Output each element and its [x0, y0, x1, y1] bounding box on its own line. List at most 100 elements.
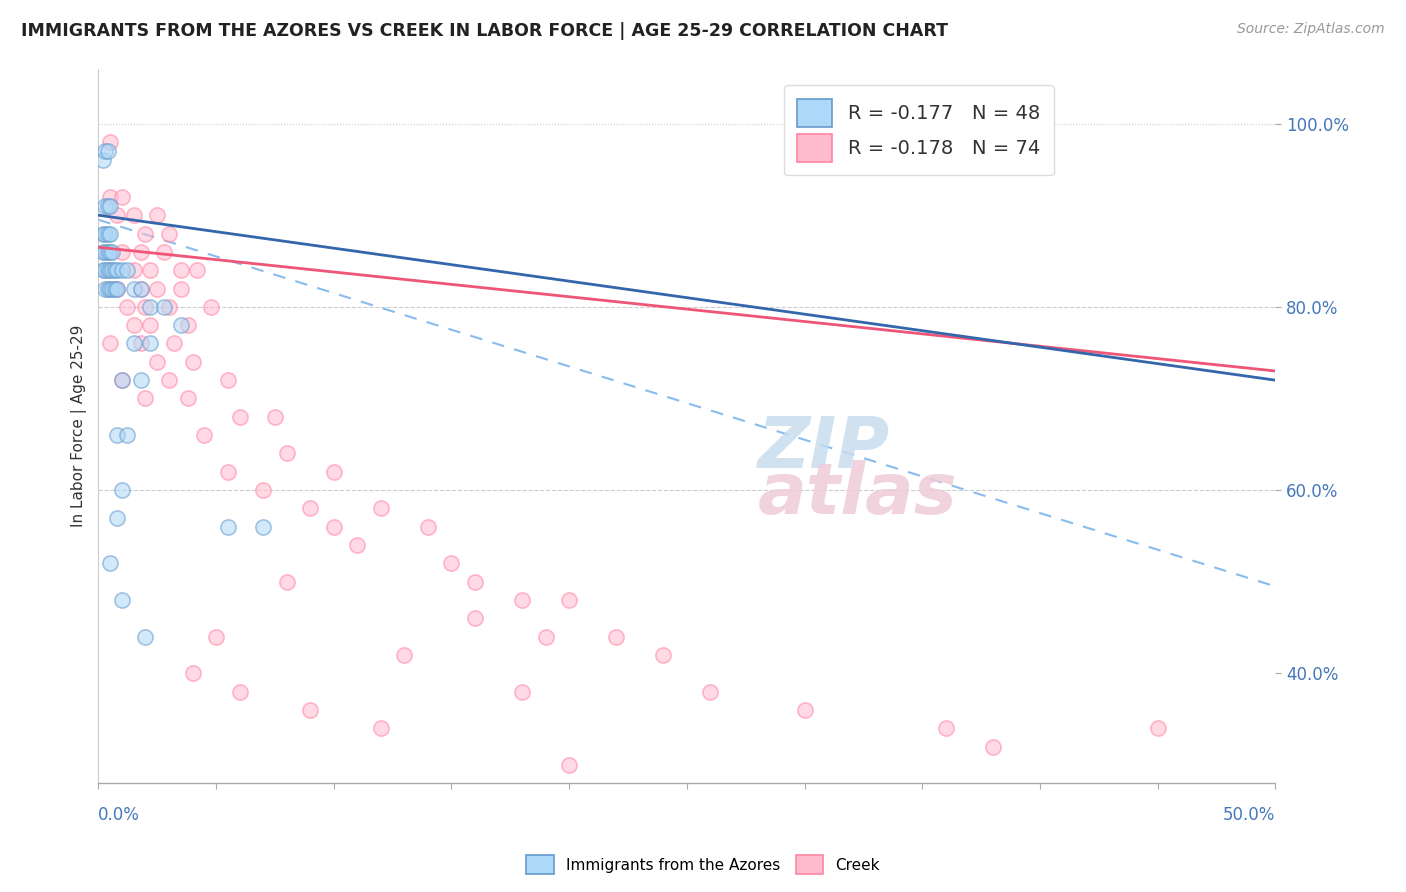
Point — [122, 208, 145, 222]
Point — [129, 281, 152, 295]
Point — [510, 593, 533, 607]
Point — [981, 739, 1004, 754]
Point — [105, 208, 128, 222]
Point — [98, 199, 121, 213]
Point — [153, 244, 176, 259]
Point — [98, 190, 121, 204]
Point — [157, 227, 180, 241]
Point — [217, 520, 239, 534]
Point — [105, 510, 128, 524]
Point — [935, 722, 957, 736]
Point — [370, 501, 392, 516]
Point — [146, 355, 169, 369]
Point — [177, 392, 200, 406]
Point — [134, 630, 156, 644]
Point — [111, 373, 134, 387]
Point — [97, 244, 120, 259]
Point — [111, 190, 134, 204]
Point — [115, 263, 138, 277]
Point — [205, 630, 228, 644]
Point — [322, 520, 344, 534]
Point — [122, 318, 145, 333]
Point — [252, 520, 274, 534]
Point — [122, 281, 145, 295]
Point — [101, 281, 124, 295]
Point — [129, 373, 152, 387]
Point — [534, 630, 557, 644]
Point — [299, 501, 322, 516]
Y-axis label: In Labor Force | Age 25-29: In Labor Force | Age 25-29 — [72, 325, 87, 527]
Point — [139, 263, 162, 277]
Point — [793, 703, 815, 717]
Text: 50.0%: 50.0% — [1223, 806, 1275, 824]
Point — [416, 520, 439, 534]
Point — [177, 318, 200, 333]
Point — [94, 244, 117, 259]
Point — [146, 281, 169, 295]
Point — [111, 263, 134, 277]
Point — [134, 227, 156, 241]
Point — [115, 428, 138, 442]
Point — [97, 263, 120, 277]
Point — [111, 483, 134, 498]
Point — [97, 199, 120, 213]
Point — [228, 685, 250, 699]
Point — [94, 227, 117, 241]
Point — [134, 300, 156, 314]
Point — [157, 300, 180, 314]
Point — [101, 263, 124, 277]
Point — [105, 281, 128, 295]
Point — [94, 199, 117, 213]
Point — [322, 465, 344, 479]
Point — [146, 208, 169, 222]
Point — [98, 263, 121, 277]
Point — [170, 263, 193, 277]
Point — [464, 574, 486, 589]
Point — [652, 648, 675, 662]
Point — [122, 263, 145, 277]
Point — [193, 428, 215, 442]
Text: 0.0%: 0.0% — [98, 806, 141, 824]
Point — [97, 227, 120, 241]
Point — [134, 392, 156, 406]
Point — [105, 428, 128, 442]
Point — [181, 355, 204, 369]
Point — [276, 446, 298, 460]
Point — [91, 153, 114, 168]
Point — [104, 263, 127, 277]
Point — [91, 263, 114, 277]
Point — [605, 630, 627, 644]
Text: atlas: atlas — [758, 460, 957, 529]
Point — [186, 263, 208, 277]
Point — [98, 281, 121, 295]
Point — [464, 611, 486, 625]
Point — [94, 144, 117, 158]
Point — [122, 336, 145, 351]
Point — [510, 685, 533, 699]
Point — [228, 409, 250, 424]
Point — [111, 244, 134, 259]
Point — [104, 281, 127, 295]
Point — [153, 300, 176, 314]
Point — [97, 281, 120, 295]
Point — [91, 244, 114, 259]
Point — [170, 281, 193, 295]
Point — [115, 300, 138, 314]
Text: IMMIGRANTS FROM THE AZORES VS CREEK IN LABOR FORCE | AGE 25-29 CORRELATION CHART: IMMIGRANTS FROM THE AZORES VS CREEK IN L… — [21, 22, 948, 40]
Point — [699, 685, 721, 699]
Point — [139, 336, 162, 351]
Point — [105, 281, 128, 295]
Point — [129, 281, 152, 295]
Point — [299, 703, 322, 717]
Point — [98, 227, 121, 241]
Point — [181, 666, 204, 681]
Point — [111, 593, 134, 607]
Point — [91, 227, 114, 241]
Point — [139, 318, 162, 333]
Point — [346, 538, 368, 552]
Point — [98, 336, 121, 351]
Point — [98, 244, 121, 259]
Legend: Immigrants from the Azores, Creek: Immigrants from the Azores, Creek — [520, 849, 886, 880]
Point — [276, 574, 298, 589]
Point — [98, 557, 121, 571]
